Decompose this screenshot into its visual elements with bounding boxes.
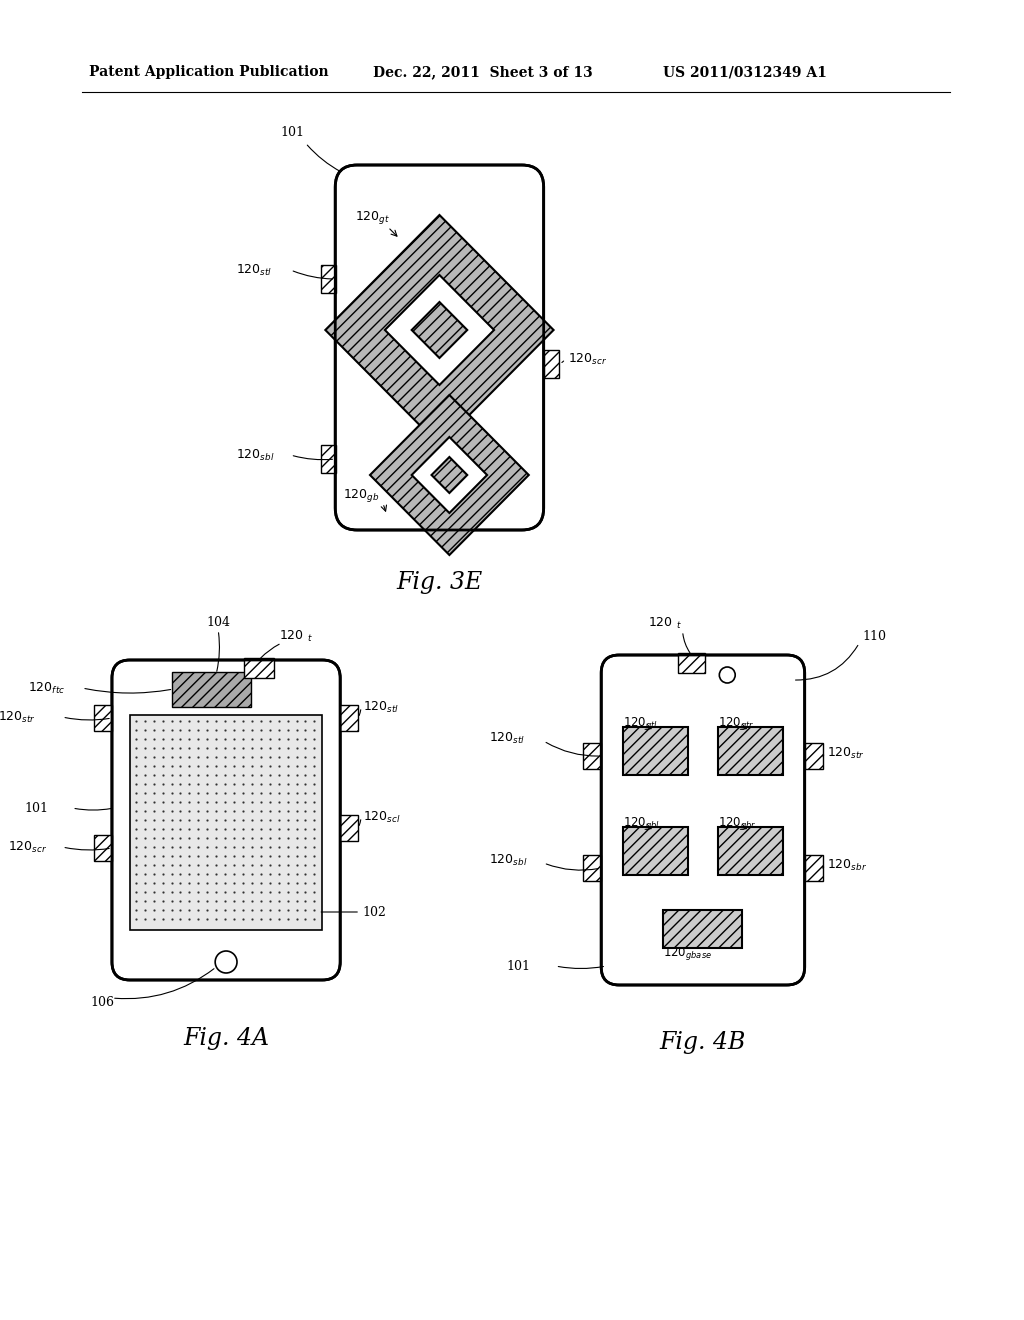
Text: $120_{scr}$: $120_{scr}$ bbox=[8, 840, 47, 854]
Bar bbox=[244, 657, 273, 678]
Bar bbox=[623, 727, 687, 775]
Text: 110: 110 bbox=[862, 631, 886, 644]
Text: Fig. 4A: Fig. 4A bbox=[183, 1027, 269, 1049]
Text: Fig. 4B: Fig. 4B bbox=[659, 1031, 745, 1055]
Circle shape bbox=[215, 950, 237, 973]
FancyBboxPatch shape bbox=[601, 655, 805, 985]
Text: $120_{gbl}$: $120_{gbl}$ bbox=[623, 816, 660, 833]
Text: 101: 101 bbox=[25, 801, 48, 814]
Circle shape bbox=[719, 667, 735, 682]
Bar bbox=[623, 828, 687, 875]
Bar bbox=[718, 727, 782, 775]
Text: 104: 104 bbox=[206, 615, 230, 628]
Bar bbox=[340, 814, 358, 841]
FancyBboxPatch shape bbox=[112, 660, 340, 979]
Text: $120_{stl}$: $120_{stl}$ bbox=[364, 700, 399, 714]
Text: $120_{str}$: $120_{str}$ bbox=[827, 746, 865, 760]
Text: $120_{str}$: $120_{str}$ bbox=[0, 709, 36, 725]
Bar bbox=[678, 653, 706, 673]
Bar bbox=[171, 672, 251, 708]
Polygon shape bbox=[385, 275, 494, 385]
Text: $120_{gb}$: $120_{gb}$ bbox=[343, 487, 380, 503]
Bar bbox=[544, 350, 558, 378]
Bar bbox=[130, 715, 323, 931]
Polygon shape bbox=[412, 302, 467, 358]
Bar bbox=[94, 705, 112, 731]
Text: $120_{sbl}$: $120_{sbl}$ bbox=[489, 853, 527, 867]
Text: $120_{stl}$: $120_{stl}$ bbox=[489, 730, 525, 746]
Bar bbox=[584, 743, 601, 770]
Text: $120\ _{t}$: $120\ _{t}$ bbox=[648, 615, 682, 631]
Bar bbox=[322, 445, 336, 473]
Text: Patent Application Publication: Patent Application Publication bbox=[89, 65, 329, 79]
Text: $120_{gbase}$: $120_{gbase}$ bbox=[663, 945, 712, 961]
Bar bbox=[805, 743, 822, 770]
Text: US 2011/0312349 A1: US 2011/0312349 A1 bbox=[663, 65, 826, 79]
Bar bbox=[94, 836, 112, 861]
Bar bbox=[340, 705, 358, 731]
Bar bbox=[718, 828, 782, 875]
Text: $120_{sbr}$: $120_{sbr}$ bbox=[827, 858, 867, 873]
Text: Dec. 22, 2011  Sheet 3 of 13: Dec. 22, 2011 Sheet 3 of 13 bbox=[373, 65, 593, 79]
Polygon shape bbox=[370, 395, 528, 554]
Text: $120_{scr}$: $120_{scr}$ bbox=[568, 351, 608, 367]
Text: $120\ _{t}$: $120\ _{t}$ bbox=[279, 628, 312, 644]
Text: Fig. 3E: Fig. 3E bbox=[396, 570, 482, 594]
Polygon shape bbox=[412, 437, 487, 513]
Polygon shape bbox=[326, 215, 554, 445]
Text: $120_{gt}$: $120_{gt}$ bbox=[355, 209, 390, 226]
Bar bbox=[805, 855, 822, 880]
Text: 106: 106 bbox=[90, 995, 114, 1008]
Bar bbox=[584, 855, 601, 880]
Text: $120_{gtr}$: $120_{gtr}$ bbox=[718, 715, 755, 733]
Text: $120_{gbr}$: $120_{gbr}$ bbox=[718, 816, 757, 833]
Text: $120_{sbl}$: $120_{sbl}$ bbox=[236, 447, 274, 462]
Text: 101: 101 bbox=[281, 127, 305, 140]
Text: 101: 101 bbox=[506, 960, 530, 973]
Polygon shape bbox=[431, 457, 467, 492]
Text: $120_{scl}$: $120_{scl}$ bbox=[364, 809, 400, 825]
Text: $120_{gtl}$: $120_{gtl}$ bbox=[623, 715, 658, 733]
Text: 102: 102 bbox=[362, 906, 386, 919]
Bar bbox=[322, 265, 336, 293]
Bar bbox=[663, 909, 742, 948]
FancyBboxPatch shape bbox=[335, 165, 544, 531]
Text: $120_{stl}$: $120_{stl}$ bbox=[236, 263, 272, 277]
Text: $120_{ftc}$: $120_{ftc}$ bbox=[28, 680, 65, 696]
